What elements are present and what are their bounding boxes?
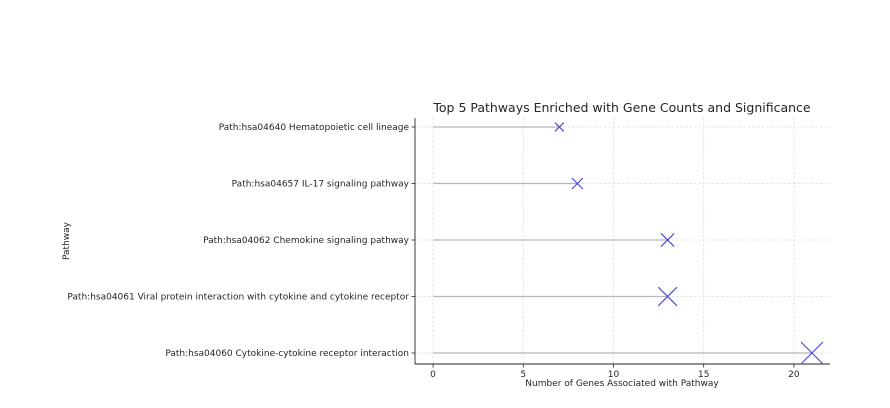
x-tick-label: 20 <box>788 370 800 380</box>
marker-stroke <box>660 232 675 248</box>
pathway-label: Path:hsa04657 IL-17 signaling pathway <box>232 180 410 190</box>
x-tick-label: 15 <box>698 370 709 380</box>
stem-layer <box>433 126 812 354</box>
pathway-marker <box>657 286 678 307</box>
marker-stroke <box>657 286 678 307</box>
pathway-marker <box>800 341 824 365</box>
pathway-marker <box>554 122 565 132</box>
x-axis-label: Number of Genes Associated with Pathway <box>525 379 719 389</box>
marker-layer <box>554 122 824 365</box>
x-tick-label: 10 <box>608 370 620 380</box>
pathway-marker <box>571 177 584 190</box>
x-tick-label: 0 <box>430 370 436 380</box>
marker-stroke <box>554 122 565 132</box>
chart-title: Top 5 Pathways Enriched with Gene Counts… <box>432 100 811 115</box>
marker-stroke <box>571 177 584 190</box>
marker-stroke <box>800 341 824 365</box>
pathway-marker <box>660 232 675 248</box>
pathway-label: Path:hsa04640 Hematopoietic cell lineage <box>219 123 410 133</box>
pathway-label: Path:hsa04060 Cytokine-cytokine receptor… <box>165 349 409 359</box>
y-axis-label: Pathway <box>62 221 72 260</box>
pathway-label: Path:hsa04061 Viral protein interaction … <box>67 293 409 303</box>
pathway-label: Path:hsa04062 Chemokine signaling pathwa… <box>203 236 410 246</box>
grid-layer <box>415 118 830 364</box>
axis-layer: 0 5 10 15 20 Path:hsa04640 Hematopoietic cell… <box>67 118 830 380</box>
x-tick-label: 5 <box>520 370 526 380</box>
